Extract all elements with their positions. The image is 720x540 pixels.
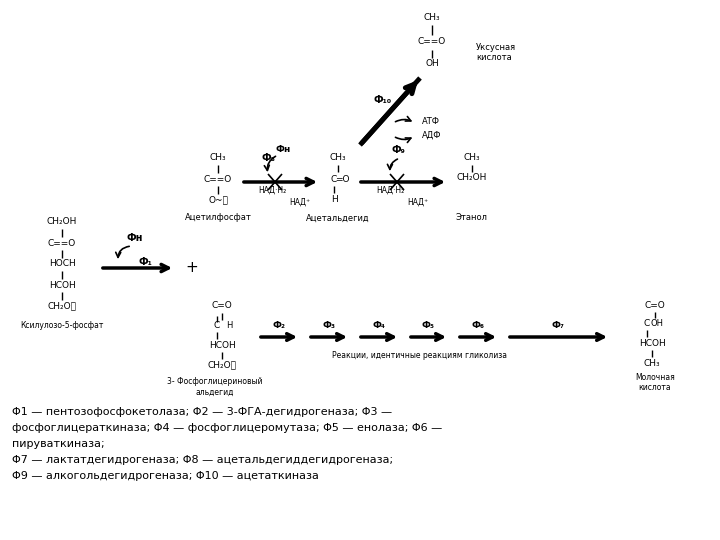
Text: Φ9 — алкогольдегидрогеназа; Φ10 — ацетаткиназа: Φ9 — алкогольдегидрогеназа; Φ10 — ацетат… <box>12 471 319 481</box>
Text: Ф₆: Ф₆ <box>472 321 485 329</box>
Text: НАД·Н₂: НАД·Н₂ <box>376 186 404 194</box>
Text: C: C <box>331 174 337 184</box>
Text: Ф₃: Ф₃ <box>323 321 336 329</box>
Text: АДФ: АДФ <box>422 131 441 139</box>
Text: C==O: C==O <box>418 37 446 46</box>
Text: Ацетальдегид: Ацетальдегид <box>306 213 370 222</box>
Text: Ф₄: Ф₄ <box>372 321 385 329</box>
Text: H: H <box>226 321 232 330</box>
Text: CH₃: CH₃ <box>644 359 660 368</box>
Text: альдегид: альдегид <box>196 388 234 396</box>
Text: пируваткиназа;: пируваткиназа; <box>12 439 104 449</box>
Text: Ф₂: Ф₂ <box>272 321 286 329</box>
Text: =O: =O <box>335 174 349 184</box>
Text: OH: OH <box>650 320 664 328</box>
Text: кислота: кислота <box>476 53 512 63</box>
Text: Ф₇: Ф₇ <box>552 321 565 329</box>
Text: CH₂OH: CH₂OH <box>47 218 77 226</box>
Text: +: + <box>186 260 199 275</box>
Text: H: H <box>330 194 338 204</box>
Text: C=O: C=O <box>212 300 233 309</box>
Text: кислота: кислота <box>639 383 671 393</box>
Text: HCOH: HCOH <box>209 341 235 349</box>
Text: Реакции, идентичные реакциям гликолиза: Реакции, идентичные реакциям гликолиза <box>333 350 508 360</box>
Text: Ф₉: Ф₉ <box>391 145 405 155</box>
Text: НАД·Н₂: НАД·Н₂ <box>258 186 286 194</box>
Text: АТФ: АТФ <box>422 118 440 126</box>
Text: HCOH: HCOH <box>639 339 665 348</box>
Text: Ф₅: Ф₅ <box>422 321 435 329</box>
Text: НАД⁺: НАД⁺ <box>289 198 310 206</box>
Text: Ксилулозо-5-фосфат: Ксилулозо-5-фосфат <box>20 321 104 329</box>
Text: CH₂OⓅ: CH₂OⓅ <box>207 361 236 369</box>
Text: Φ1 — пентозофосфокетолаза; Φ2 — 3-ФГА-дегидрогеназа; Φ3 —: Φ1 — пентозофосфокетолаза; Φ2 — 3-ФГА-де… <box>12 407 392 417</box>
Text: Уксусная: Уксусная <box>476 44 516 52</box>
Text: CH₂OⓅ: CH₂OⓅ <box>48 301 76 310</box>
Text: Молочная: Молочная <box>635 374 675 382</box>
Text: Ф₈: Ф₈ <box>261 153 275 163</box>
Text: C: C <box>644 320 650 328</box>
Text: CH₃: CH₃ <box>330 153 346 163</box>
Text: Фн: Фн <box>275 145 291 154</box>
Text: Ацетилфосфат: Ацетилфосфат <box>184 213 251 222</box>
Text: Фн: Фн <box>127 233 143 243</box>
Text: HCOH: HCOH <box>49 280 76 289</box>
Text: Этанол: Этанол <box>456 213 488 222</box>
Text: CH₃: CH₃ <box>464 153 480 163</box>
Text: НАД⁺: НАД⁺ <box>408 198 428 206</box>
Text: Ф₁₀: Ф₁₀ <box>374 95 392 105</box>
Text: C==O: C==O <box>48 239 76 247</box>
Text: CH₂OH: CH₂OH <box>456 173 487 183</box>
Text: C==O: C==O <box>204 174 232 184</box>
Text: фосфоглицераткиназа; Φ4 — фосфоглицеромутаза; Φ5 — енолаза; Φ6 —: фосфоглицераткиназа; Φ4 — фосфоглицерому… <box>12 423 442 433</box>
Text: 3- Фосфоглицериновый: 3- Фосфоглицериновый <box>167 377 263 387</box>
Text: CH₃: CH₃ <box>210 153 226 163</box>
Text: O~Ⓟ: O~Ⓟ <box>208 195 228 205</box>
Text: CH₃: CH₃ <box>423 14 441 23</box>
Text: HOCH: HOCH <box>49 260 76 268</box>
Text: Ф₁: Ф₁ <box>138 257 152 267</box>
Text: Φ7 — лактатдегидрогеназа; Φ8 — ацетальдегиддегидрогеназа;: Φ7 — лактатдегидрогеназа; Φ8 — ацетальде… <box>12 455 393 465</box>
Text: OH: OH <box>425 59 439 69</box>
Text: C: C <box>214 321 220 330</box>
Text: C=O: C=O <box>644 300 665 309</box>
